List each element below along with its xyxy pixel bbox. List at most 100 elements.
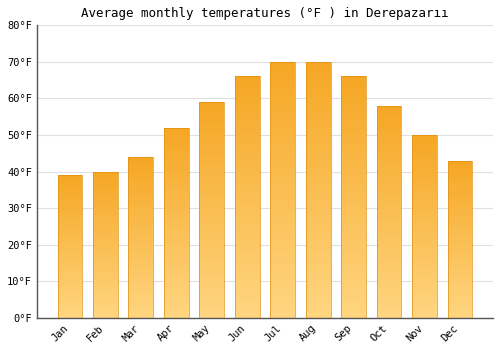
- Bar: [412, 146, 437, 148]
- Bar: [412, 166, 437, 168]
- Bar: [164, 213, 188, 215]
- Bar: [93, 309, 118, 310]
- Bar: [448, 277, 472, 279]
- Bar: [270, 295, 295, 298]
- Bar: [93, 196, 118, 198]
- Bar: [58, 284, 82, 285]
- Bar: [93, 239, 118, 240]
- Bar: [448, 298, 472, 299]
- Bar: [270, 233, 295, 236]
- Bar: [200, 229, 224, 232]
- Bar: [341, 212, 366, 214]
- Bar: [128, 247, 154, 248]
- Bar: [448, 194, 472, 195]
- Bar: [235, 231, 260, 233]
- Bar: [58, 185, 82, 187]
- Bar: [412, 179, 437, 181]
- Bar: [58, 278, 82, 279]
- Bar: [306, 236, 330, 238]
- Bar: [448, 267, 472, 269]
- Bar: [58, 301, 82, 302]
- Bar: [270, 123, 295, 126]
- Bar: [376, 233, 402, 235]
- Bar: [376, 216, 402, 218]
- Bar: [235, 260, 260, 262]
- Bar: [306, 269, 330, 272]
- Bar: [200, 312, 224, 314]
- Bar: [341, 188, 366, 190]
- Bar: [306, 244, 330, 246]
- Bar: [412, 236, 437, 237]
- Bar: [306, 128, 330, 131]
- Bar: [341, 100, 366, 103]
- Bar: [235, 151, 260, 154]
- Bar: [270, 231, 295, 233]
- Bar: [376, 316, 402, 318]
- Bar: [93, 202, 118, 204]
- Bar: [412, 208, 437, 210]
- Bar: [58, 211, 82, 212]
- Bar: [341, 238, 366, 240]
- Bar: [341, 265, 366, 267]
- Bar: [412, 197, 437, 199]
- Bar: [164, 242, 188, 244]
- Bar: [270, 300, 295, 302]
- Bar: [93, 294, 118, 296]
- Bar: [448, 252, 472, 253]
- Bar: [448, 161, 472, 162]
- Bar: [306, 70, 330, 72]
- Bar: [200, 119, 224, 121]
- Bar: [128, 245, 154, 247]
- Bar: [341, 89, 366, 91]
- Bar: [200, 305, 224, 307]
- Bar: [200, 277, 224, 279]
- Bar: [93, 179, 118, 180]
- Bar: [306, 210, 330, 213]
- Bar: [376, 188, 402, 191]
- Bar: [128, 199, 154, 201]
- Bar: [58, 270, 82, 271]
- Bar: [128, 157, 154, 318]
- Bar: [93, 290, 118, 292]
- Bar: [200, 201, 224, 203]
- Bar: [164, 247, 188, 250]
- Bar: [448, 239, 472, 241]
- Bar: [376, 123, 402, 125]
- Bar: [128, 290, 154, 292]
- Bar: [448, 288, 472, 289]
- Bar: [235, 96, 260, 98]
- Bar: [58, 228, 82, 230]
- Bar: [200, 227, 224, 229]
- Bar: [306, 177, 330, 180]
- Bar: [93, 255, 118, 257]
- Bar: [341, 233, 366, 236]
- Bar: [128, 297, 154, 299]
- Bar: [341, 250, 366, 253]
- Bar: [376, 129, 402, 131]
- Bar: [412, 310, 437, 313]
- Bar: [270, 134, 295, 136]
- Bar: [164, 286, 188, 287]
- Bar: [128, 204, 154, 205]
- Bar: [235, 197, 260, 199]
- Bar: [341, 147, 366, 149]
- Bar: [376, 237, 402, 239]
- Bar: [270, 279, 295, 282]
- Bar: [412, 210, 437, 212]
- Bar: [58, 206, 82, 208]
- Bar: [448, 219, 472, 220]
- Bar: [306, 208, 330, 210]
- Bar: [306, 134, 330, 136]
- Bar: [235, 77, 260, 318]
- Bar: [164, 303, 188, 304]
- Bar: [376, 258, 402, 261]
- Bar: [448, 241, 472, 243]
- Bar: [164, 215, 188, 217]
- Bar: [412, 204, 437, 206]
- Bar: [58, 244, 82, 245]
- Bar: [306, 261, 330, 264]
- Bar: [200, 240, 224, 242]
- Bar: [270, 285, 295, 287]
- Bar: [376, 208, 402, 210]
- Bar: [270, 116, 295, 118]
